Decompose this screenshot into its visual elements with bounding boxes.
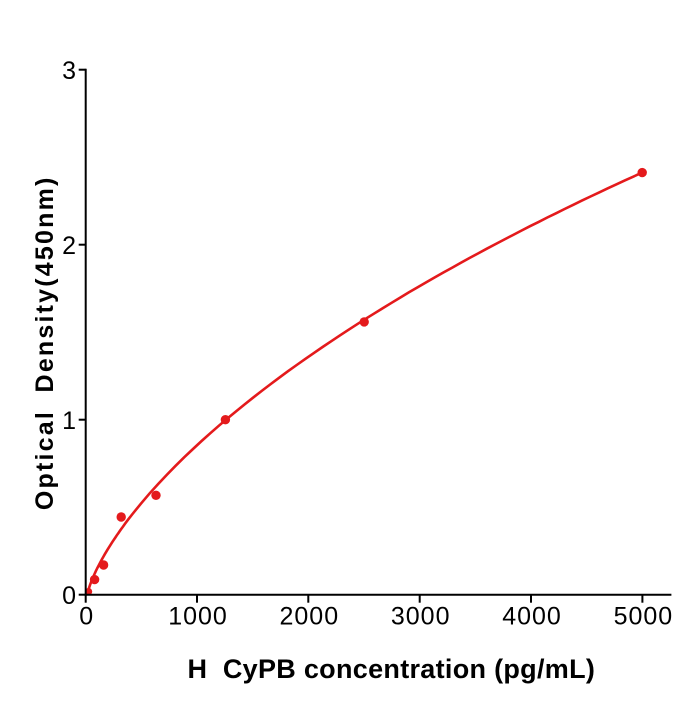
svg-text:Optical Density(450nm): Optical Density(450nm): [31, 175, 59, 510]
svg-text:3: 3: [62, 57, 76, 85]
svg-text:5000: 5000: [614, 602, 674, 630]
svg-text:1: 1: [62, 407, 76, 435]
svg-text:4000: 4000: [502, 602, 562, 630]
svg-text:2000: 2000: [279, 602, 339, 630]
svg-text:1000: 1000: [168, 602, 228, 630]
svg-text:0: 0: [79, 602, 94, 630]
svg-text:H CyPB concentration (pg/mL): H CyPB concentration (pg/mL): [187, 654, 595, 684]
svg-text:2: 2: [62, 232, 76, 260]
svg-text:3000: 3000: [391, 602, 451, 630]
svg-text:0: 0: [62, 582, 76, 610]
